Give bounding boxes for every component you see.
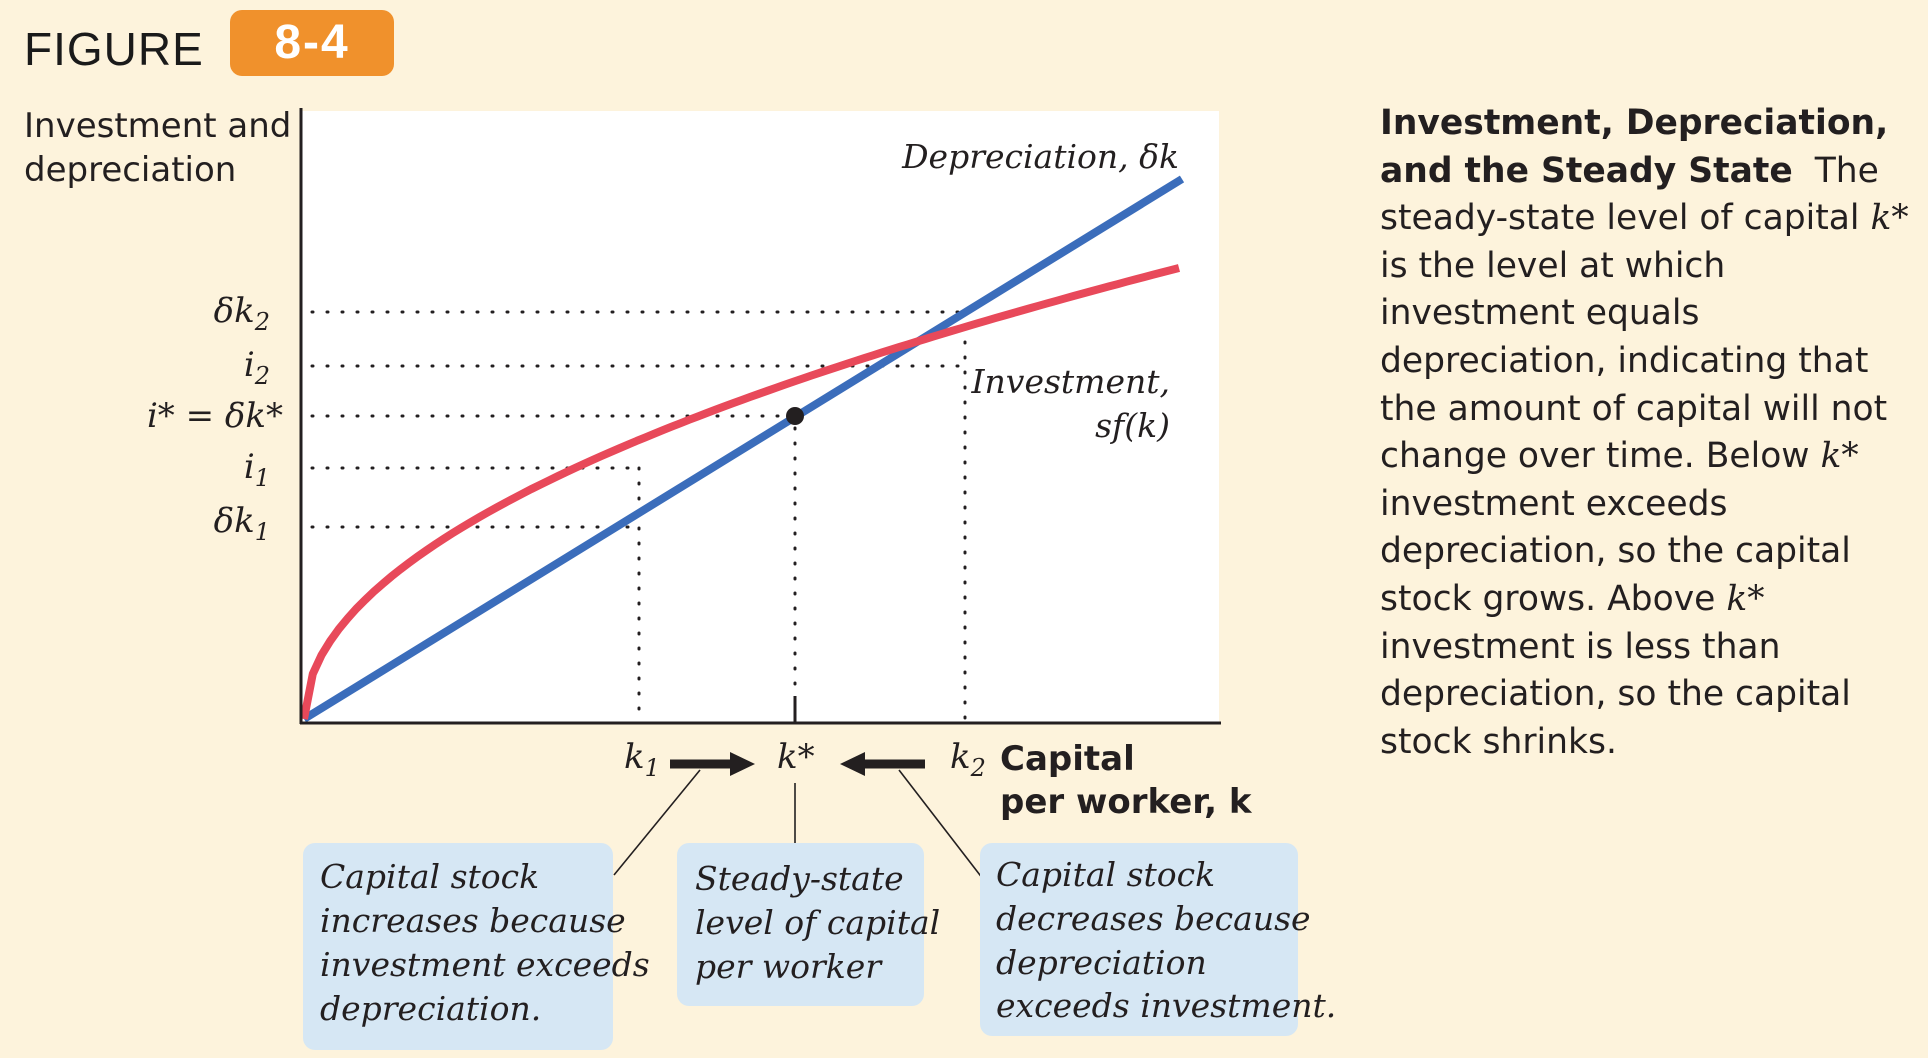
investment-label-line1: Investment, xyxy=(971,362,1170,401)
depreciation-label: Depreciation, δk xyxy=(901,137,1179,176)
xtick-kstar: k* xyxy=(777,737,815,777)
callout-right-line: depreciation xyxy=(996,943,1207,982)
callout-middle: Steady-state level of capital per worker xyxy=(677,843,940,1006)
leader-right xyxy=(898,769,984,880)
x-axis-title-line2: per worker, k xyxy=(1000,782,1253,822)
xtick-k2: k2 xyxy=(950,737,986,782)
callout-right: Capital stock decreases because deprecia… xyxy=(980,843,1336,1036)
caption-text: is the level at which investment equals … xyxy=(1380,245,1888,477)
x-axis-title-line1: Capital xyxy=(1000,739,1135,779)
caption-kstar: k* xyxy=(1820,436,1859,477)
callout-left-line: increases because xyxy=(320,901,626,940)
callout-middle-line: level of capital xyxy=(695,903,940,942)
figure-number-badge: 8-4 xyxy=(230,10,394,76)
arrow-left xyxy=(840,752,925,776)
callout-left-line: investment exceeds xyxy=(320,945,650,984)
callout-right-line: decreases because xyxy=(996,899,1311,938)
caption-kstar: k* xyxy=(1726,578,1765,619)
investment-curve xyxy=(300,264,1181,720)
callout-left: Capital stock increases because investme… xyxy=(303,843,650,1050)
caption-kstar: k* xyxy=(1870,198,1909,239)
xtick-k1: k1 xyxy=(624,737,660,782)
callout-right-line: Capital stock xyxy=(996,855,1215,894)
ytick-istar: i* = δk* xyxy=(147,396,283,436)
callout-middle-line: per worker xyxy=(695,947,883,986)
y-axis-title: Investment and depreciation xyxy=(24,106,292,190)
ytick-i1: i1 xyxy=(244,447,270,492)
plot-area xyxy=(301,111,1219,723)
ytick-dk1: δk1 xyxy=(214,501,270,546)
callout-right-line: exceeds investment. xyxy=(996,986,1336,1025)
caption-title: Investment, Depreciation, and the Steady… xyxy=(1380,103,1889,191)
caption-text: The steady-state level of capital xyxy=(1380,150,1879,239)
figure-label: FIGURE xyxy=(24,23,204,75)
steady-state-point xyxy=(786,407,804,425)
callout-left-line: Capital stock xyxy=(320,857,539,896)
investment-label-line2: sf(k) xyxy=(1095,406,1170,445)
ytick-i2: i2 xyxy=(244,345,270,390)
caption-text: investment is less than depreciation, so… xyxy=(1380,626,1851,762)
depreciation-line xyxy=(301,175,1185,723)
ytick-dk2: δk2 xyxy=(214,291,270,336)
callout-middle-line: Steady-state xyxy=(695,859,904,898)
arrow-right xyxy=(670,752,755,776)
callout-left-line: depreciation. xyxy=(320,989,541,1028)
caption-text: investment exceeds depreciation, so the … xyxy=(1380,483,1851,619)
figure-caption: Investment, Depreciation, and the Steady… xyxy=(1380,100,1915,766)
leader-left xyxy=(613,769,701,876)
